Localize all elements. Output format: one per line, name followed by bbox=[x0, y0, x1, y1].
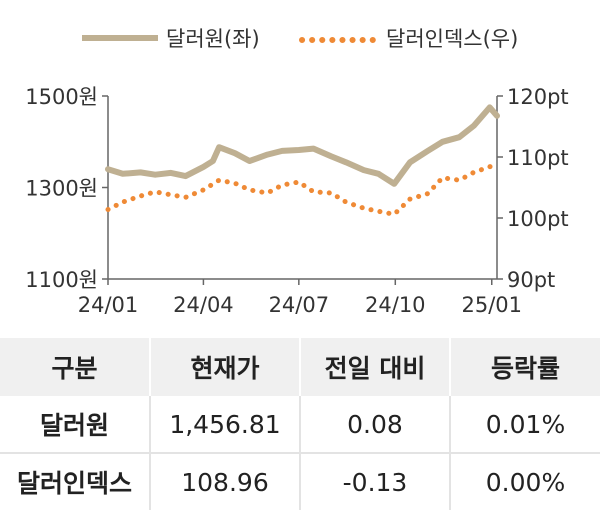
chart-series bbox=[105, 104, 500, 217]
header-category: 구분 bbox=[0, 338, 150, 396]
x-tick-label: 24/04 bbox=[173, 293, 234, 317]
cell-price: 1,456.81 bbox=[149, 396, 300, 454]
cell-change: 0.08 bbox=[299, 396, 450, 454]
table-header-row: 구분 현재가 전일 대비 등락률 bbox=[0, 338, 600, 396]
dxy-series-line bbox=[105, 160, 500, 217]
exchange-rate-chart: 달러원(좌) 달러인덱스(우) 1100원 1300원 1500원 90pt 100pt… bbox=[25, 27, 568, 317]
cell-name: 달러원 bbox=[0, 396, 150, 454]
x-tick-label: 24/10 bbox=[365, 293, 426, 317]
cell-price: 108.96 bbox=[149, 453, 300, 510]
legend-label-dxy: 달러인덱스(우) bbox=[386, 27, 518, 51]
summary-table: 구분 현재가 전일 대비 등락률 달러원 1,456.81 0.08 0.01%… bbox=[0, 338, 600, 510]
legend-label-krw: 달러원(좌) bbox=[166, 27, 260, 51]
right-tick-label: 90pt bbox=[507, 268, 555, 292]
cell-change: -0.13 bbox=[299, 453, 450, 510]
cell-name: 달러인덱스 bbox=[16, 469, 132, 498]
left-tick-label: 1100원 bbox=[25, 268, 98, 292]
header-change-rate: 등락률 bbox=[449, 338, 600, 396]
x-tick-label: 25/01 bbox=[461, 293, 522, 317]
cell-rate: 0.00% bbox=[449, 453, 600, 510]
table-row: 달러인덱스 108.96 -0.13 0.00% bbox=[0, 453, 600, 510]
right-tick-label: 110pt bbox=[507, 146, 569, 170]
cell-rate: 0.01% bbox=[449, 396, 600, 454]
krw-series-line bbox=[105, 104, 500, 187]
header-change: 전일 대비 bbox=[299, 338, 450, 396]
x-tick-label: 24/07 bbox=[269, 293, 330, 317]
chart-axes: 1100원 1300원 1500원 90pt 100pt 110pt 120pt 24/01 2… bbox=[25, 85, 568, 317]
header-current-price: 현재가 bbox=[149, 338, 300, 396]
x-tick-label: 24/01 bbox=[78, 293, 139, 317]
right-tick-label: 120pt bbox=[507, 85, 569, 109]
left-tick-label: 1500원 bbox=[25, 85, 98, 109]
table-row: 달러원 1,456.81 0.08 0.01% bbox=[0, 396, 600, 454]
right-tick-label: 100pt bbox=[507, 207, 569, 231]
left-tick-label: 1300원 bbox=[25, 177, 98, 201]
chart-legend: 달러원(좌) 달러인덱스(우) bbox=[82, 27, 518, 51]
